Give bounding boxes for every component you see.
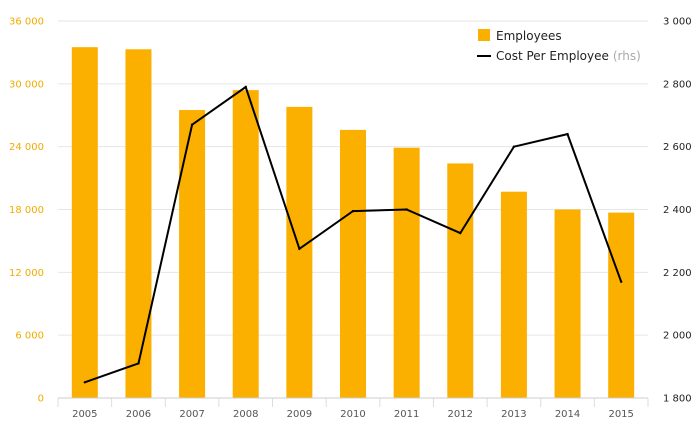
y-right-tick-label: 2 400 (663, 205, 692, 216)
line-point-cost-per-employee (351, 209, 355, 213)
y-right-tick-label: 2 000 (663, 331, 692, 342)
bar-employees (554, 209, 581, 398)
x-tick-label: 2014 (555, 409, 580, 420)
x-tick-label: 2015 (608, 409, 633, 420)
x-tick-label: 2012 (448, 409, 473, 420)
line-point-cost-per-employee (83, 381, 87, 384)
y-left-tick-label: 18 000 (9, 205, 44, 216)
line-point-cost-per-employee (619, 280, 623, 283)
y-right-tick-label: 1 800 (663, 394, 692, 405)
x-tick-label: 2013 (501, 409, 526, 420)
line-cost-per-employee (83, 85, 623, 384)
y-right-tick-label: 2 800 (663, 79, 692, 90)
bar-employees (125, 49, 152, 399)
line-point-cost-per-employee (298, 247, 301, 250)
x-tick-label: 2011 (394, 409, 419, 420)
x-tick-label: 2008 (233, 409, 258, 420)
bar-employees (340, 129, 366, 398)
bar-employees (179, 110, 206, 398)
line-point-cost-per-employee (190, 123, 194, 126)
line-point-cost-per-employee (244, 85, 247, 89)
line-point-cost-per-employee (566, 132, 569, 136)
line-point-cost-per-employee (459, 231, 462, 235)
bar-employees (608, 212, 635, 398)
y-left-tick-label: 36 000 (9, 17, 44, 28)
y-left-tick-label: 12 000 (9, 268, 44, 279)
bar-employees (447, 163, 474, 398)
bars-employees (71, 47, 635, 399)
axes: 0 6 000 12 000 18 000 24 000 30 000 36 000 1 80… (9, 17, 692, 421)
legend-label-rhs-suffix: (rhs) (613, 49, 641, 63)
bar-employees (71, 47, 98, 399)
y-right-tick-label: 3 000 (663, 17, 692, 28)
legend-label-cost-per-employee-name: Cost Per Employee (496, 49, 609, 63)
legend-label-employees: Employees (496, 29, 562, 43)
bar-employees (232, 90, 259, 398)
x-tick-label: 2009 (287, 409, 312, 420)
x-tick-label: 2006 (126, 409, 151, 420)
y-right-tick-label: 2 200 (663, 268, 692, 279)
legend-swatch-employees (478, 29, 490, 41)
x-tick-label: 2010 (340, 409, 365, 420)
x-tick-label: 2005 (72, 409, 97, 420)
y-left-tick-label: 6 000 (15, 331, 44, 342)
y-left-tick-label: 0 (38, 394, 44, 405)
line-point-cost-per-employee (405, 208, 408, 211)
y-left-tick-label: 30 000 (9, 79, 44, 90)
y-right-tick-label: 2 600 (663, 142, 692, 153)
line-point-cost-per-employee (512, 145, 516, 148)
x-tick-label: 2007 (179, 409, 204, 420)
bar-employees (500, 191, 527, 398)
y-left-tick-label: 24 000 (9, 142, 44, 153)
line-point-cost-per-employee (137, 362, 140, 365)
legend-label-cost-per-employee: Cost Per Employee (rhs) (496, 49, 641, 63)
bar-employees (286, 106, 313, 398)
legend: Employees Cost Per Employee (rhs) (477, 29, 641, 63)
bar-employees (393, 147, 420, 398)
